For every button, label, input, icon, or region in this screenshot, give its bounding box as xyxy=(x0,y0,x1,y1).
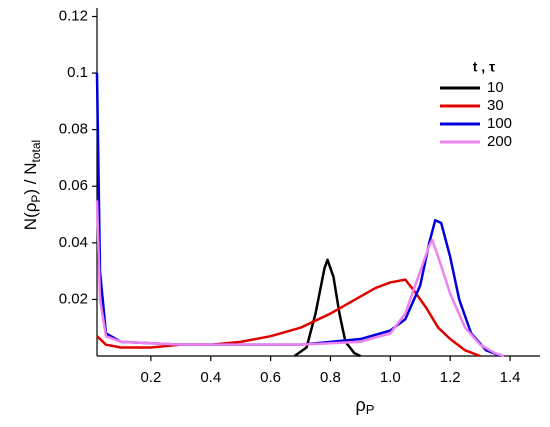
x-tick-label: 0.6 xyxy=(260,369,281,386)
x-tick-label: 1.2 xyxy=(440,369,461,386)
y-tick-label: 0.1 xyxy=(67,64,88,81)
legend-label: 10 xyxy=(487,79,504,96)
y-label-main: ) / N xyxy=(21,162,40,194)
legend-label: 200 xyxy=(487,133,512,150)
x-label-sub: P xyxy=(366,402,375,417)
x-tick-label: 0.2 xyxy=(140,369,161,386)
y-axis-label: N(ρP) / Ntotal xyxy=(21,140,43,230)
x-tick-label: 0.8 xyxy=(320,369,341,386)
series-line xyxy=(293,258,361,358)
y-tick-label: 0.02 xyxy=(59,290,88,307)
x-tick-label: 1.0 xyxy=(380,369,401,386)
y-tick-label: 0.12 xyxy=(59,7,88,24)
series-line xyxy=(96,278,481,358)
y-label-sub: P xyxy=(29,195,43,203)
y-label-sub: total xyxy=(29,140,43,163)
series-line xyxy=(95,200,505,358)
y-tick-label: 0.06 xyxy=(59,177,88,194)
legend-label: 100 xyxy=(487,115,512,132)
x-label-main: ρ xyxy=(356,395,366,415)
legend-title: t , τ xyxy=(473,59,496,75)
legend-label: 30 xyxy=(487,97,504,114)
y-tick-label: 0.04 xyxy=(59,234,88,251)
y-tick-label: 0.08 xyxy=(59,121,88,138)
x-tick-label: 1.4 xyxy=(500,369,521,386)
x-axis-label: ρP xyxy=(356,395,375,418)
series-line xyxy=(95,73,502,358)
x-tick-label: 0.4 xyxy=(200,369,221,386)
y-label-main: N(ρ xyxy=(21,203,40,231)
